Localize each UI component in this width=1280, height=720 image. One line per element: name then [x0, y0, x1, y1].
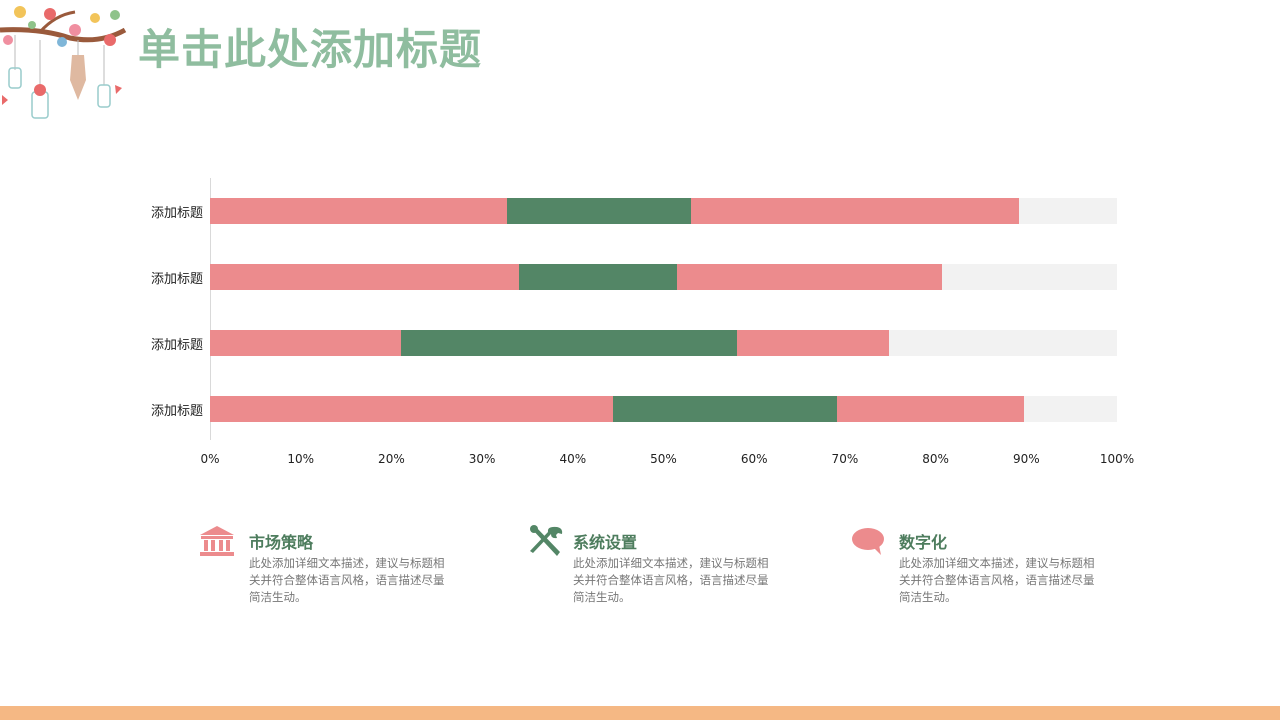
- x-tick-label: 70%: [831, 452, 859, 466]
- bar-segment: [519, 264, 678, 290]
- x-tick-label: 60%: [740, 452, 768, 466]
- tools-icon: [530, 525, 563, 556]
- category-label: 添加标题: [150, 272, 203, 287]
- y-axis-line: [210, 178, 211, 440]
- category-label: 添加标题: [150, 206, 203, 221]
- x-tick-label: 100%: [1099, 452, 1135, 466]
- feature-title: 市场策略: [249, 533, 314, 552]
- bar-segment: [677, 264, 942, 290]
- bar-segment: [690, 198, 1020, 224]
- feature-title: 系统设置: [573, 533, 638, 552]
- bank-icon: [200, 526, 234, 556]
- bar-row: [210, 198, 1117, 224]
- bar-segment: [836, 396, 1024, 422]
- bottom-decorative-bar: [0, 706, 1280, 720]
- x-tick-label: 30%: [468, 452, 496, 466]
- floral-branch-decoration-icon: [0, 6, 127, 119]
- category-label: 添加标题: [150, 404, 203, 419]
- x-tick-label: 90%: [1012, 452, 1040, 466]
- category-label: 添加标题: [150, 338, 203, 353]
- x-tick-label: 10%: [287, 452, 315, 466]
- feature-description: 此处添加详细文本描述，建议与标题相关并符合整体语言风格，语言描述尽量简洁生动。: [573, 556, 769, 604]
- bar-segment: [1019, 198, 1117, 224]
- speech-bubble-icon: [852, 528, 884, 555]
- x-tick-label: 80%: [922, 452, 949, 466]
- feature-description: 此处添加详细文本描述，建议与标题相关并符合整体语言风格，语言描述尽量简洁生动。: [249, 556, 445, 604]
- bar-segment: [401, 330, 737, 356]
- page-title[interactable]: 单击此处添加标题: [138, 25, 483, 74]
- bar-row: [210, 396, 1117, 422]
- bar-segment: [210, 264, 520, 290]
- feature-description: 此处添加详细文本描述，建议与标题相关并符合整体语言风格，语言描述尽量简洁生动。: [899, 556, 1095, 604]
- x-tick-label: 0%: [200, 452, 220, 466]
- bar-segment: [612, 396, 837, 422]
- stacked-bar-chart: 添加标题 添加标题 添加标题 添加标题 0% 10% 20% 30% 40% 5…: [150, 178, 1135, 466]
- bar-segment: [941, 264, 1117, 290]
- feature-title: 数字化: [899, 533, 948, 552]
- bar-segment: [506, 198, 691, 224]
- bar-segment: [889, 330, 1117, 356]
- bar-segment: [210, 396, 613, 422]
- bar-row: [210, 264, 1117, 290]
- x-tick-label: 50%: [650, 452, 677, 466]
- bar-segment: [210, 330, 402, 356]
- bar-segment: [736, 330, 890, 356]
- x-tick-label: 20%: [378, 452, 405, 466]
- bar-segment: [1023, 396, 1117, 422]
- bar-row: [210, 330, 1117, 356]
- x-tick-label: 40%: [559, 452, 587, 466]
- bar-segment: [210, 198, 507, 224]
